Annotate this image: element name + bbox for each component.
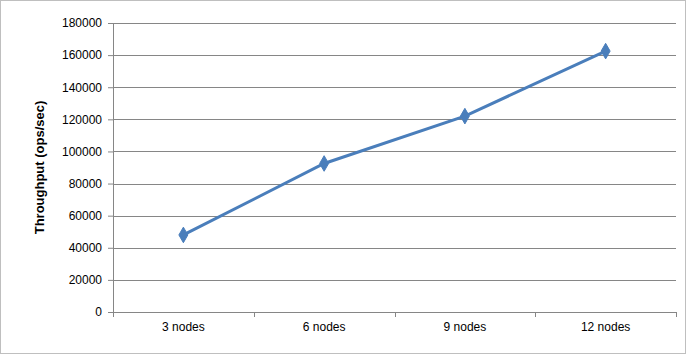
x-tick-label: 9 nodes (444, 320, 487, 334)
y-tick-label: 140000 (62, 81, 102, 95)
category-divider (676, 312, 677, 317)
y-tick-label: 20000 (69, 273, 103, 287)
x-axis: 3 nodes 6 nodes 9 nodes 12 nodes (114, 312, 677, 334)
category-divider (395, 312, 396, 317)
grid-line (113, 184, 676, 185)
y-tick: 140000 (62, 81, 113, 95)
chart: 0 20000 40000 60000 80000 100000 120000 140000 1… (0, 0, 686, 354)
y-tick: 160000 (62, 48, 113, 62)
grid-line (113, 280, 676, 281)
x-tick: 6 nodes (303, 312, 346, 334)
y-axis-title: Throughput (ops/sec) (32, 101, 47, 235)
y-tick: 40000 (69, 241, 113, 255)
y-tick-mark (108, 151, 113, 152)
x-tick: 12 nodes (581, 312, 630, 334)
grid (113, 24, 676, 313)
y-tick: 100000 (62, 145, 113, 159)
x-tick: 9 nodes (444, 312, 487, 334)
marker (601, 43, 610, 59)
y-tick-mark (108, 248, 113, 249)
grid-line (113, 55, 676, 56)
category-divider (535, 312, 536, 317)
marker (460, 108, 469, 124)
y-tick-label: 180000 (62, 16, 102, 30)
category-divider (254, 312, 255, 317)
y-tick-mark (108, 216, 113, 217)
y-tick-mark (108, 312, 113, 313)
y-tick-mark (108, 55, 113, 56)
y-tick-label: 40000 (69, 241, 103, 255)
grid-line (113, 312, 676, 313)
category-divider (113, 312, 114, 317)
series (179, 43, 610, 242)
grid-line (113, 248, 676, 249)
marker (179, 227, 188, 243)
y-tick: 180000 (62, 16, 113, 30)
y-tick-mark (108, 119, 113, 120)
y-axis-line (108, 24, 114, 313)
y-tick-mark (108, 280, 113, 281)
grid-line (113, 216, 676, 217)
y-tick: 60000 (69, 209, 113, 223)
y-tick: 20000 (69, 273, 113, 287)
y-tick-label: 60000 (69, 209, 103, 223)
marker (320, 156, 329, 172)
grid-line (113, 23, 676, 24)
x-tick-label: 6 nodes (303, 320, 346, 334)
x-tick-label: 12 nodes (581, 320, 630, 334)
y-tick: 120000 (62, 113, 113, 127)
grid-line (113, 151, 676, 152)
y-tick-mark (108, 184, 113, 185)
y-tick-label: 100000 (62, 145, 102, 159)
y-axis: 0 20000 40000 60000 80000 100000 120000 140000 1… (62, 16, 114, 319)
y-tick: 80000 (69, 177, 113, 191)
y-tick-label: 0 (95, 305, 102, 319)
grid-line (113, 119, 676, 120)
y-tick-label: 160000 (62, 48, 102, 62)
y-tick-label: 80000 (69, 177, 103, 191)
grid-line (113, 87, 676, 88)
line (183, 51, 605, 235)
category-dividers (114, 312, 677, 317)
chart-frame (1, 1, 686, 354)
x-tick-label: 3 nodes (162, 320, 205, 334)
y-tick-mark (108, 23, 113, 24)
y-tick-mark (108, 87, 113, 88)
plot-area: 0 20000 40000 60000 80000 100000 120000 140000 1… (62, 16, 677, 333)
x-tick: 3 nodes (162, 312, 205, 334)
y-tick: 0 (95, 305, 113, 319)
y-tick-label: 120000 (62, 113, 102, 127)
